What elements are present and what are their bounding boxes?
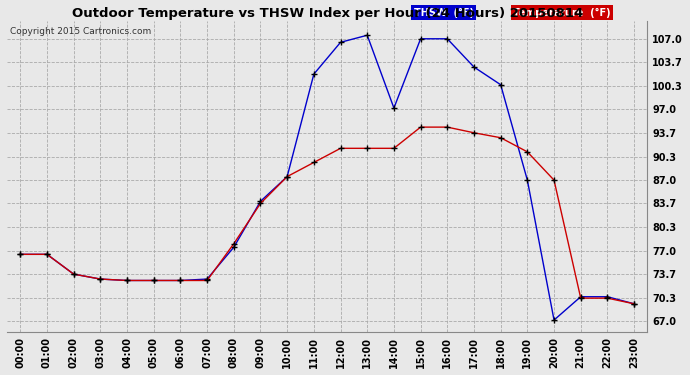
- Text: THSW  (°F): THSW (°F): [414, 8, 473, 18]
- Text: Copyright 2015 Cartronics.com: Copyright 2015 Cartronics.com: [10, 27, 151, 36]
- Text: Temperature  (°F): Temperature (°F): [513, 8, 611, 18]
- Title: Outdoor Temperature vs THSW Index per Hour (24 Hours) 20150814: Outdoor Temperature vs THSW Index per Ho…: [72, 7, 583, 20]
